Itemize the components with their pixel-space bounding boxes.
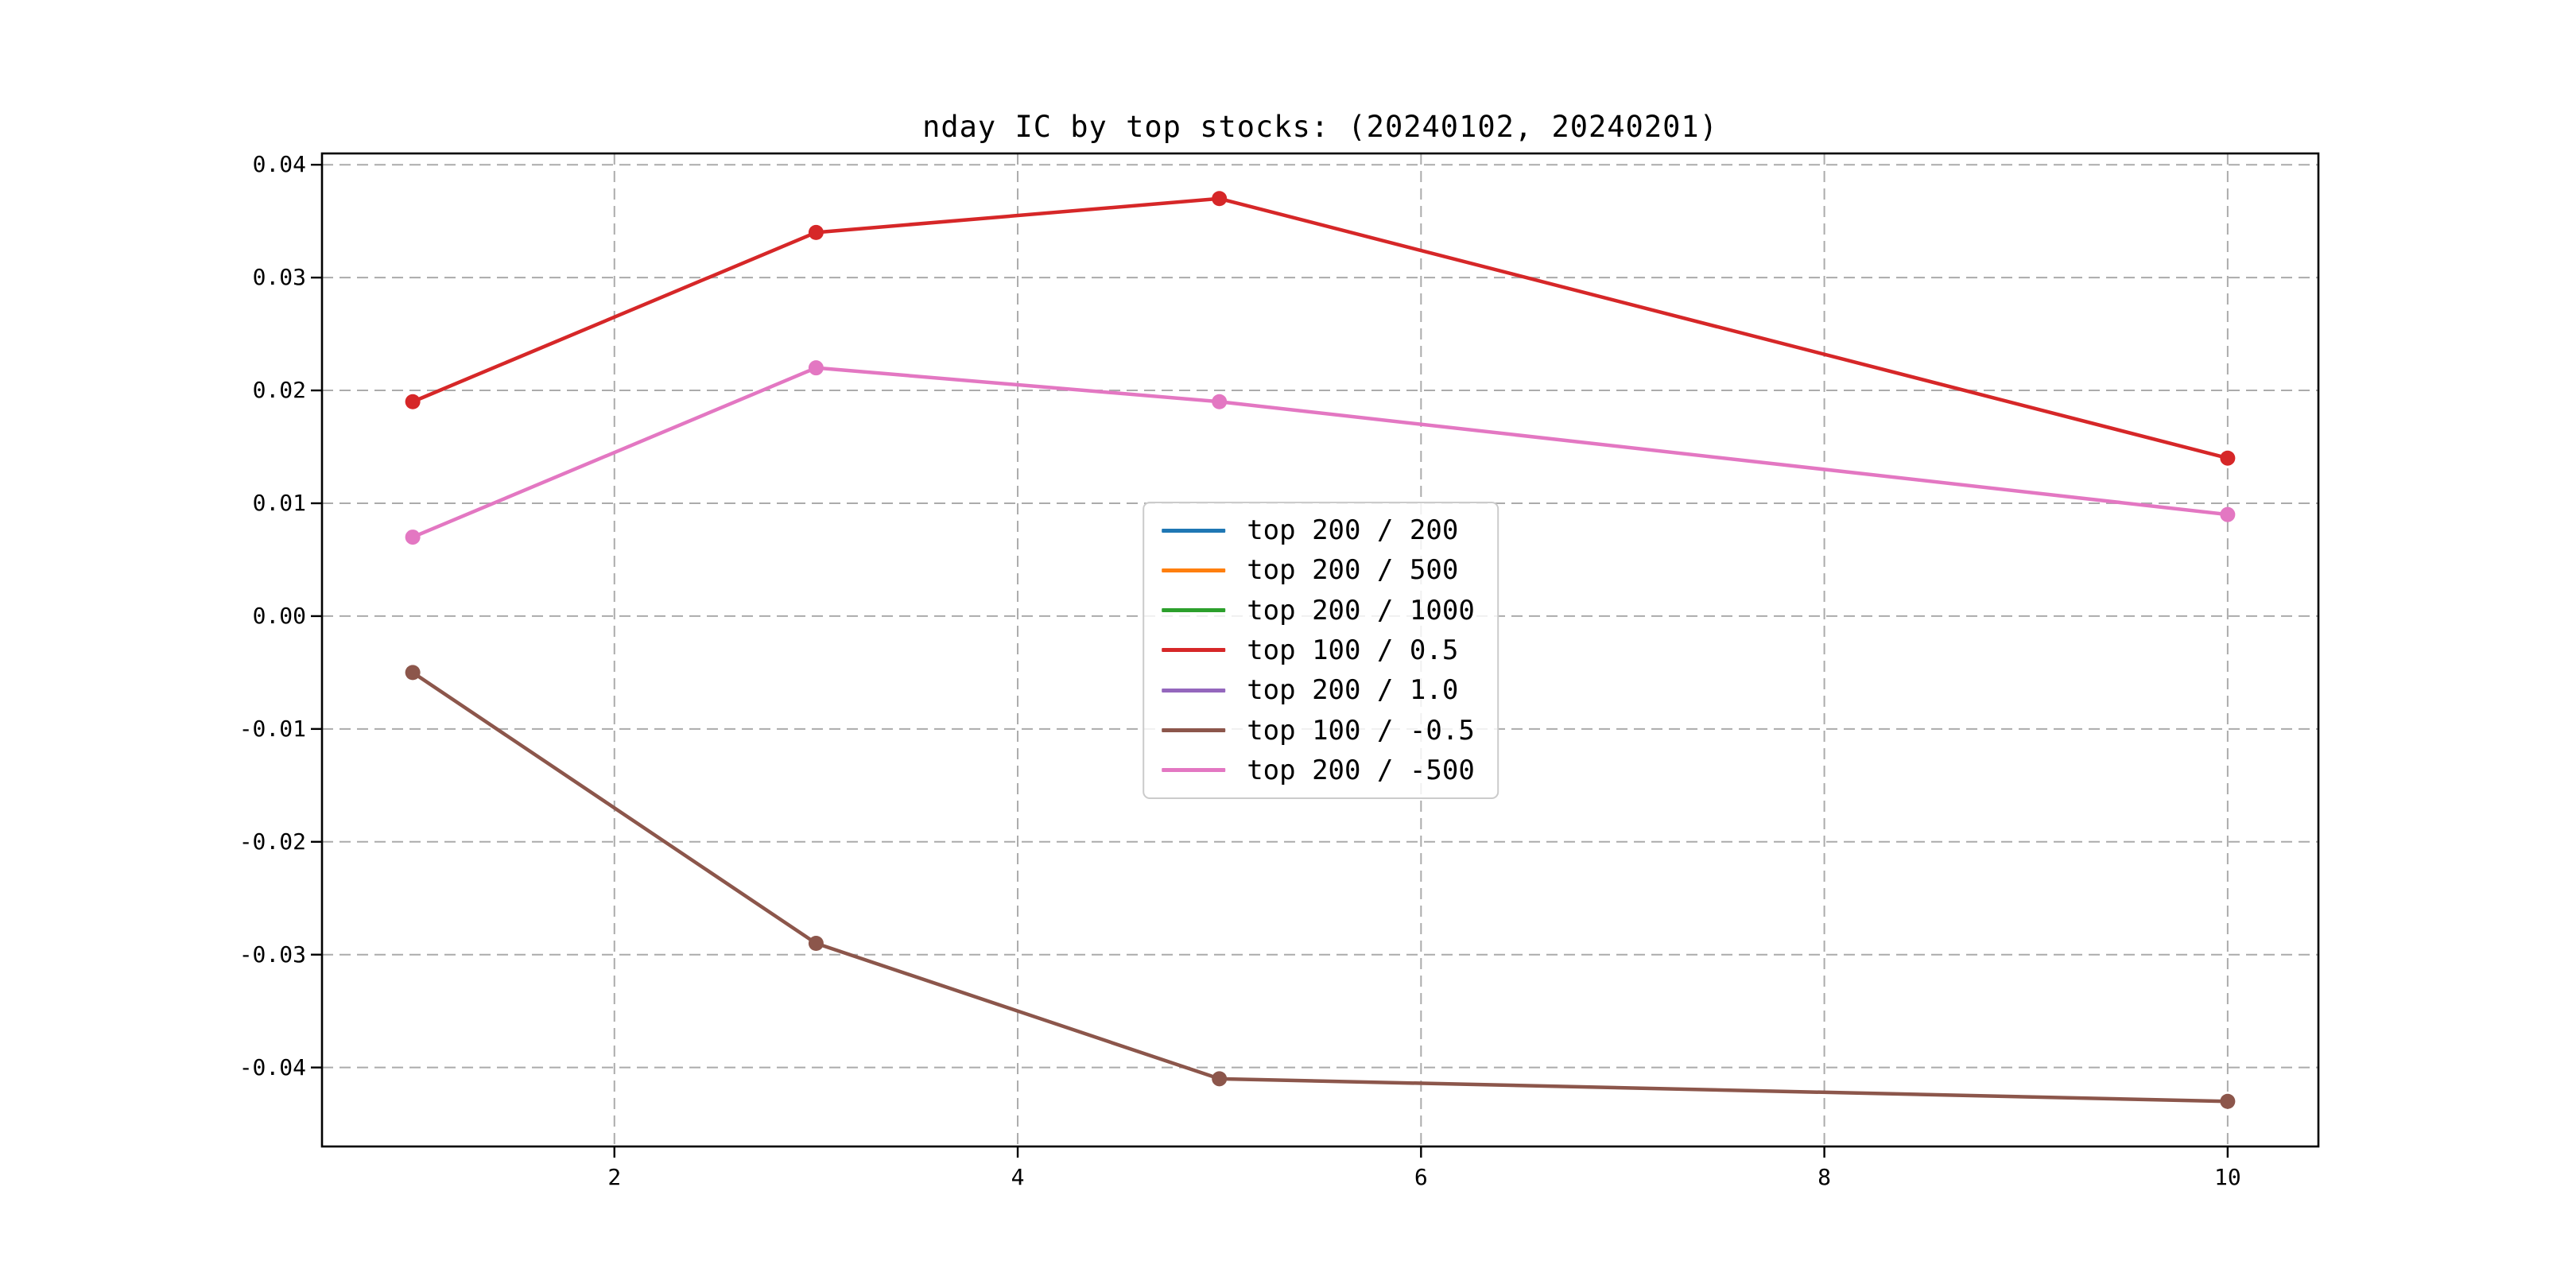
legend-line-swatch-top-200-500 [1162, 568, 1226, 572]
legend-row-top-200-1000: top 200 / 1000 [1162, 595, 1475, 627]
x-tick-label-4: 4 [1011, 1164, 1025, 1190]
legend-row-top-200-1.0: top 200 / 1.0 [1162, 674, 1475, 706]
data-point-top-100-0.5-x1 [405, 394, 421, 409]
chart-title: nday IC by top stocks: (20240102, 202402… [922, 110, 1718, 144]
data-point-top-100-0.5-x5 [1212, 191, 1228, 207]
legend-row-top-200-200: top 200 / 200 [1162, 514, 1475, 546]
x-tick-label-8: 8 [1818, 1164, 1831, 1190]
legend-label: top 100 / 0.5 [1247, 634, 1459, 666]
legend-row-top-200-500: top 200 / -500 [1162, 755, 1475, 786]
data-point-top-100-0.5-x3 [808, 224, 824, 240]
legend-line-swatch-top-200-1000 [1162, 608, 1226, 613]
legend-label: top 200 / 500 [1247, 554, 1459, 587]
y-tick-label--0.04: -0.04 [239, 1053, 306, 1080]
data-point-top-100-0.5-x3 [808, 936, 824, 952]
data-point-top-200-500-x5 [1212, 394, 1228, 409]
y-tick-label-0.00: 0.00 [252, 602, 306, 629]
legend: top 200 / 200 top 200 / 500 top 200 / 1000… [1143, 502, 1499, 799]
legend-line-swatch-top-100-0.5 [1162, 728, 1226, 733]
y-tick-label-0.04: 0.04 [252, 151, 306, 178]
series-line-top-100-0.5 [410, 670, 2230, 1104]
y-tick-label-0.01: 0.01 [252, 489, 306, 516]
series-line-top-200-500 [410, 366, 2230, 539]
data-point-top-100-0.5-x10 [2220, 450, 2236, 466]
legend-line-swatch-top-200-200 [1162, 528, 1226, 533]
data-point-top-200-500-x1 [405, 530, 421, 545]
axes-spine [320, 152, 2320, 1148]
data-point-top-100-0.5-x1 [405, 665, 421, 681]
data-point-top-200-500-x10 [2220, 506, 2236, 522]
legend-label: top 200 / 1000 [1247, 594, 1475, 627]
x-tick-label-6: 6 [1414, 1164, 1428, 1190]
data-point-top-200-500-x3 [808, 360, 824, 376]
x-tick-label-10: 10 [2214, 1164, 2241, 1190]
y-tick-label--0.02: -0.02 [239, 828, 306, 855]
data-point-top-100-0.5-x5 [1212, 1071, 1228, 1087]
legend-line-swatch-top-200-500 [1162, 768, 1226, 773]
legend-label: top 200 / 200 [1247, 514, 1459, 546]
legend-line-swatch-top-100-0.5 [1162, 648, 1226, 653]
legend-row-top-200-500: top 200 / 500 [1162, 554, 1475, 586]
legend-label: top 200 / 1.0 [1247, 674, 1459, 707]
legend-row-top-100-0.5: top 100 / -0.5 [1162, 715, 1475, 747]
y-tick-label--0.03: -0.03 [239, 941, 306, 968]
series-line-top-100-0.5 [410, 196, 2230, 460]
legend-row-top-100-0.5: top 100 / 0.5 [1162, 634, 1475, 666]
y-tick-label--0.01: -0.01 [239, 715, 306, 742]
y-tick-label-0.03: 0.03 [252, 264, 306, 291]
x-tick-label-2: 2 [607, 1164, 622, 1190]
legend-label: top 200 / -500 [1247, 754, 1475, 786]
data-point-top-100-0.5-x10 [2220, 1093, 2236, 1109]
y-tick-label-0.02: 0.02 [252, 377, 306, 404]
legend-line-swatch-top-200-1.0 [1162, 688, 1226, 692]
legend-label: top 100 / -0.5 [1247, 714, 1475, 747]
